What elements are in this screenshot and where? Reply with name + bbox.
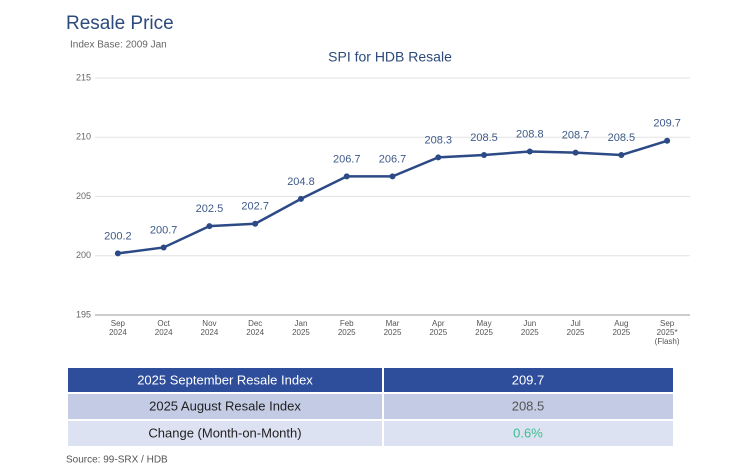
data-label: 200.2: [104, 230, 132, 242]
x-tick-label: Mar 2025: [384, 319, 402, 337]
x-tick-label: Sep 2024: [109, 319, 127, 337]
x-tick-label: Jun 2025: [521, 319, 539, 337]
data-label: 208.8: [516, 128, 544, 140]
point: [343, 173, 350, 180]
data-label: 208.5: [470, 132, 498, 144]
data-label: 206.7: [333, 153, 361, 165]
y-tick-label: 210: [76, 132, 91, 142]
point: [206, 223, 213, 230]
table-text: 208.5: [512, 398, 545, 413]
point: [572, 149, 579, 156]
point: [297, 195, 304, 202]
data-label: 209.7: [653, 118, 681, 130]
point: [389, 173, 396, 180]
point: [618, 152, 625, 159]
x-tick-label: Aug 2025: [612, 319, 630, 337]
table-cell: [384, 368, 673, 392]
page-title: Resale Price: [66, 13, 174, 34]
y-tick-label: 205: [76, 191, 91, 201]
table-text: 2025 September Resale Index: [137, 372, 313, 387]
table-cell: [68, 368, 382, 392]
x-tick-label: Jan 2025: [292, 319, 310, 337]
x-tick-label: Dec 2024: [246, 319, 264, 337]
table-cell: [384, 394, 673, 419]
y-tick-label: 195: [76, 309, 91, 319]
point: [481, 152, 488, 159]
point: [114, 250, 121, 257]
table-text: Change (Month-on-Month): [148, 425, 301, 440]
table-cell: [384, 421, 673, 446]
subtitle: Index Base: 2009 Jan: [70, 40, 167, 51]
table-text: 209.7: [512, 372, 545, 387]
x-tick-label: Apr 2025: [429, 319, 447, 337]
point: [526, 148, 533, 155]
chart-title: SPI for HDB Resale: [328, 49, 452, 65]
data-label: 202.7: [241, 201, 269, 213]
y-tick-label: 215: [76, 72, 91, 82]
point: [252, 220, 259, 227]
x-tick-label: Feb 2025: [338, 319, 356, 337]
data-label: 204.8: [287, 176, 315, 188]
x-tick-label: Jul 2025: [567, 319, 585, 337]
data-label: 200.7: [150, 224, 178, 236]
table-cell: [68, 394, 382, 419]
point: [160, 244, 167, 251]
point: [664, 137, 671, 144]
data-label: 208.7: [562, 130, 590, 142]
y-tick-label: 200: [76, 250, 91, 260]
x-tick-label: Oct 2024: [155, 319, 173, 337]
table-cell: [68, 421, 382, 446]
data-label: 202.5: [196, 203, 224, 215]
x-tick-label: May 2025: [475, 319, 493, 337]
data-label: 208.3: [425, 134, 453, 146]
x-tick-label: Sep 2025* (Flash): [655, 319, 680, 346]
table-text: 2025 August Resale Index: [149, 398, 301, 413]
data-label: 208.5: [608, 132, 636, 144]
table-text: 0.6%: [513, 425, 543, 440]
x-tick-label: Nov 2024: [201, 319, 219, 337]
source: Source: 99-SRX / HDB: [66, 455, 168, 466]
point: [435, 154, 442, 161]
data-label: 206.7: [379, 153, 407, 165]
